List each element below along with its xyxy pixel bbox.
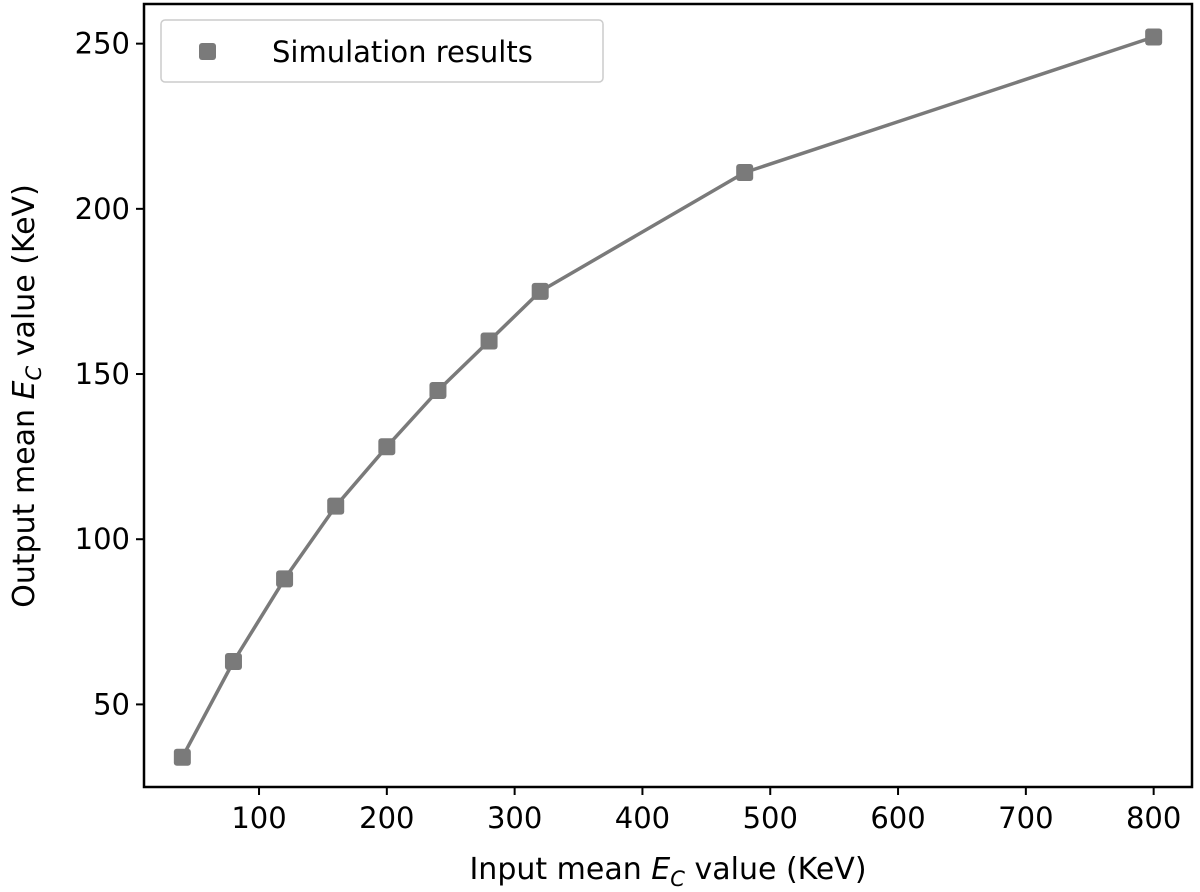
legend-marker bbox=[199, 43, 216, 60]
x-axis-label: Input mean EC value (KeV) bbox=[469, 852, 866, 891]
data-point bbox=[531, 282, 549, 300]
y-tick-label: 100 bbox=[75, 522, 130, 556]
x-tick-label: 300 bbox=[487, 801, 542, 835]
data-point bbox=[276, 570, 294, 588]
data-point bbox=[429, 382, 447, 400]
data-point bbox=[173, 748, 191, 766]
x-tick-label: 600 bbox=[870, 801, 925, 835]
y-axis-label: Output mean EC value (KeV) bbox=[7, 184, 46, 608]
y-tick-label: 250 bbox=[75, 27, 130, 61]
plot-frame bbox=[142, 2, 1194, 789]
y-tick-label: 50 bbox=[93, 687, 130, 721]
y-tick-label: 150 bbox=[75, 357, 130, 391]
data-point bbox=[378, 438, 396, 456]
series-layer bbox=[173, 28, 1163, 766]
x-axis-ticks: 100 200 300 400 500 600 700 800 bbox=[231, 787, 1181, 835]
data-point bbox=[1145, 28, 1163, 46]
data-point bbox=[480, 332, 498, 350]
y-axis-ticks: 50 100 150 200 250 bbox=[75, 27, 144, 721]
legend: Simulation results bbox=[160, 19, 604, 83]
x-tick-label: 100 bbox=[231, 801, 286, 835]
data-point bbox=[327, 497, 345, 515]
x-tick-label: 200 bbox=[359, 801, 414, 835]
data-point bbox=[736, 163, 754, 181]
x-tick-label: 700 bbox=[998, 801, 1053, 835]
x-tick-label: 800 bbox=[1126, 801, 1181, 835]
data-point bbox=[224, 652, 242, 670]
series-line bbox=[180, 35, 1155, 759]
legend-box bbox=[160, 19, 604, 83]
x-tick-label: 500 bbox=[743, 801, 798, 835]
x-tick-label: 400 bbox=[615, 801, 670, 835]
y-tick-label: 200 bbox=[75, 192, 130, 226]
legend-label: Simulation results bbox=[272, 35, 533, 69]
